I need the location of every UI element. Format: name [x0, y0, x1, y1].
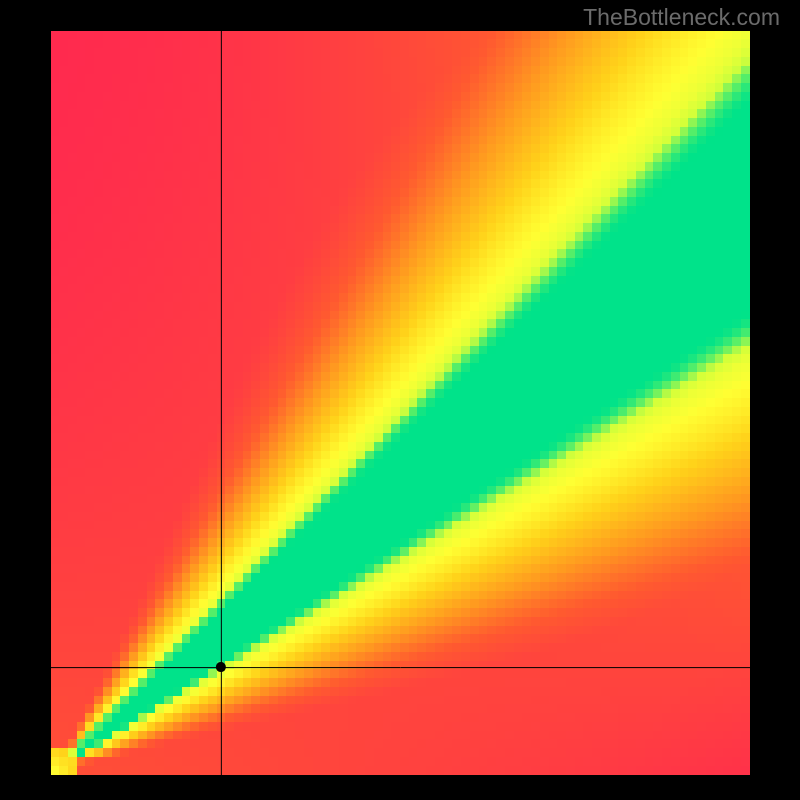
chart-container: TheBottleneck.com — [0, 0, 800, 800]
bottleneck-heatmap — [51, 31, 750, 775]
watermark-text: TheBottleneck.com — [583, 4, 780, 31]
